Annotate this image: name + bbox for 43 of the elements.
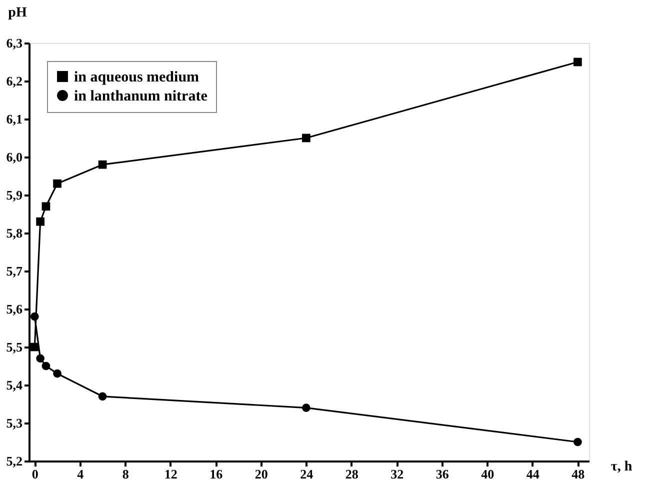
x-axis-title: τ, h (610, 460, 632, 474)
x-tick-label: 8 (122, 466, 130, 482)
point (36, 217, 44, 226)
y-tick-label: 5,5 (6, 340, 23, 354)
point (42, 202, 50, 211)
x-tick-label: 32 (390, 466, 404, 482)
x-tick-label: 44 (526, 466, 540, 482)
point (574, 438, 582, 446)
x-tick-label: 40 (481, 466, 494, 482)
y-tick-label: 5,9 (6, 188, 23, 202)
point (36, 354, 44, 363)
legend-label: in aqueous medium (74, 70, 200, 86)
point (98, 160, 107, 169)
y-tick-label: 6,1 (6, 112, 22, 126)
y-tick-label: 6,3 (6, 36, 23, 50)
point (53, 179, 62, 188)
y-tick-label: 5,7 (6, 264, 23, 278)
x-tick-label: 28 (345, 466, 359, 482)
point (574, 58, 582, 66)
legend-label: in lanthanum nitrate (74, 88, 208, 104)
x-tick-label: 24 (300, 466, 314, 482)
y-tick-label: 5,3 (6, 416, 23, 430)
point (42, 362, 50, 370)
y-tick-label: 5,8 (6, 226, 23, 240)
x-tick-label: 4 (77, 466, 84, 482)
point (302, 134, 310, 142)
y-tick-label: 5,6 (6, 302, 23, 316)
y-tick-label: 6,2 (6, 74, 22, 88)
point (30, 312, 39, 321)
y-axis-title: pH (8, 6, 27, 20)
x-tick-label: 48 (572, 466, 586, 482)
point (53, 369, 62, 378)
y-tick-label: 6,0 (6, 150, 22, 164)
point (30, 342, 39, 352)
point (302, 404, 310, 412)
x-tick-label: 36 (436, 466, 450, 482)
x-tick-label: 12 (164, 466, 178, 482)
y-tick-label: 5,2 (6, 454, 22, 468)
y-tick-label: 5,4 (6, 378, 23, 392)
x-tick-label: 16 (210, 466, 224, 482)
x-tick-label: 0 (32, 466, 38, 482)
point (98, 392, 107, 401)
x-tick-label: 20 (254, 466, 268, 482)
